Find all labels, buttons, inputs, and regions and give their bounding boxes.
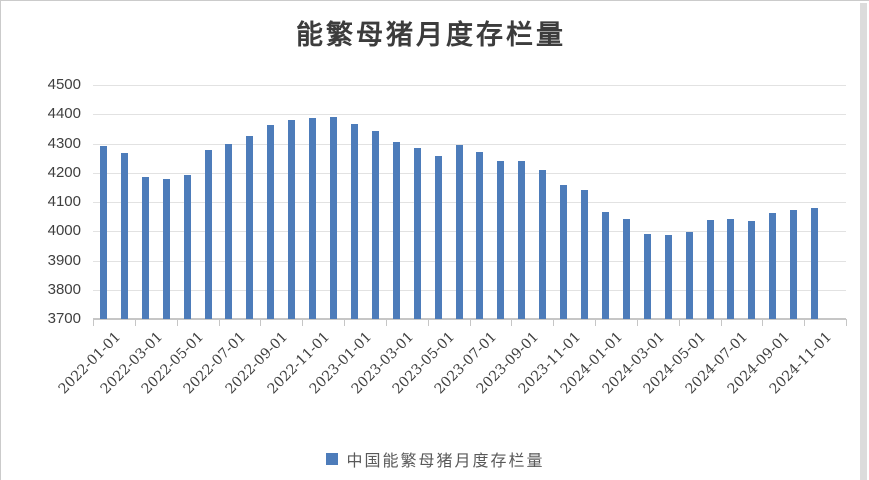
plot-area — [93, 85, 847, 326]
bar — [434, 155, 442, 319]
bar — [350, 123, 358, 319]
bar — [99, 146, 107, 319]
axis-tick — [302, 319, 304, 326]
axis-tick — [511, 319, 513, 326]
grid-line — [93, 172, 846, 174]
bar — [643, 233, 651, 319]
grid-line — [93, 260, 846, 262]
bar — [246, 136, 254, 319]
bar — [204, 150, 212, 319]
bar — [769, 213, 777, 319]
bar — [664, 235, 672, 319]
y-axis-tick-label: 4200 — [47, 163, 81, 181]
grid-line — [93, 143, 846, 145]
bar — [706, 220, 714, 319]
grid-line — [93, 114, 846, 116]
bar — [790, 209, 798, 319]
bar — [601, 211, 609, 319]
y-axis-tick-label: 4300 — [47, 134, 81, 152]
bar — [622, 218, 630, 319]
y-axis-tick-label: 3700 — [47, 310, 81, 327]
bar — [560, 185, 568, 319]
bar — [811, 207, 819, 319]
axis-tick — [595, 319, 596, 326]
axis-tick — [469, 319, 471, 326]
axis-tick — [720, 319, 722, 326]
bar — [727, 219, 735, 319]
legend-label: 中国能繁母猪月度存栏量 — [346, 453, 545, 470]
axis-tick — [553, 319, 555, 326]
window-right-edge — [860, 3, 867, 480]
axis-tick — [804, 319, 806, 326]
bar — [455, 144, 463, 319]
bar — [309, 117, 317, 319]
axis-tick — [176, 319, 178, 326]
bar — [288, 120, 296, 319]
grid-line — [93, 202, 846, 203]
bar — [476, 151, 484, 319]
axis-tick — [218, 319, 220, 326]
y-axis-tick-label: 4500 — [47, 76, 81, 93]
axis-tick — [93, 319, 94, 326]
bar — [141, 177, 149, 319]
bar — [330, 117, 338, 319]
axis-tick — [134, 319, 136, 326]
axis-tick — [260, 319, 262, 326]
bar — [518, 161, 526, 319]
y-axis-tick-label: 3900 — [47, 251, 81, 269]
grid-line — [93, 85, 846, 86]
y-axis-tick-label: 4000 — [47, 222, 81, 240]
legend: 中国能繁母猪月度存栏量 — [1, 447, 869, 471]
axis-tick — [636, 319, 638, 326]
axis-tick — [678, 319, 680, 326]
axis-tick — [762, 319, 764, 326]
chart-title: 能繁母猪月度存栏量 — [296, 20, 566, 51]
bar — [685, 232, 693, 319]
bar — [225, 144, 233, 319]
bar — [392, 142, 400, 319]
bar — [413, 148, 421, 319]
bar — [120, 152, 128, 319]
grid-line — [93, 231, 846, 233]
bar — [497, 160, 505, 319]
bar — [581, 189, 589, 319]
y-axis-tick-label: 4400 — [47, 105, 81, 123]
axis-tick — [344, 319, 345, 326]
bar — [267, 125, 275, 319]
bar — [371, 130, 379, 319]
bar — [162, 179, 170, 319]
axis-tick — [427, 319, 429, 326]
bar — [748, 220, 756, 319]
axis-tick — [846, 319, 847, 326]
y-axis-tick-label: 4100 — [47, 193, 81, 210]
y-axis-tick-label: 3800 — [47, 280, 81, 298]
bar — [539, 169, 547, 319]
grid-line — [93, 289, 846, 291]
axis-tick — [385, 319, 387, 326]
legend-swatch-icon — [326, 453, 339, 465]
bar — [183, 175, 191, 319]
